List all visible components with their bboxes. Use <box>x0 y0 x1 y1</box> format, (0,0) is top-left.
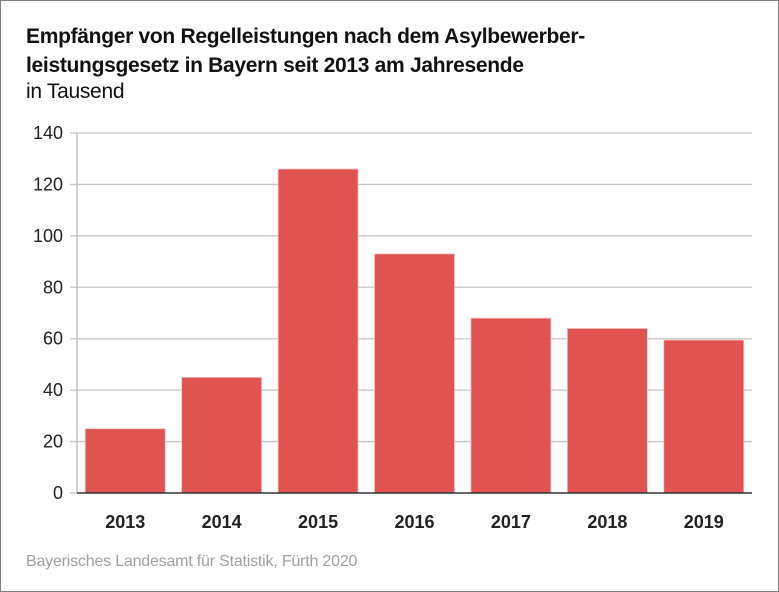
x-tick-label: 2018 <box>587 512 627 532</box>
chart-title: Empfänger von Regelleistungen nach dem A… <box>26 22 746 80</box>
y-axis-ticks: 0 20 40 60 80 100 120 140 <box>33 123 63 503</box>
chart-source: Bayerisches Landesamt für Statistik, Für… <box>26 553 358 570</box>
bar <box>470 317 552 494</box>
y-tick-label: 100 <box>33 226 63 246</box>
bars <box>84 168 745 494</box>
bar <box>374 253 455 494</box>
chart-title-line-2: leistungsgesetz in Bayern seit 2013 am J… <box>26 54 524 77</box>
bar <box>84 428 166 494</box>
bar <box>566 328 648 494</box>
y-tick-label: 0 <box>53 483 63 503</box>
x-tick-label: 2017 <box>491 512 531 532</box>
bar <box>277 168 359 494</box>
x-tick-label: 2014 <box>202 512 242 532</box>
x-tick-label: 2015 <box>298 512 338 532</box>
y-tick-label: 40 <box>43 380 63 400</box>
x-tick-label: 2016 <box>394 512 434 532</box>
x-axis-ticks: 2013 2014 2015 2016 2017 2018 2019 <box>105 512 724 532</box>
y-tick-label: 80 <box>43 277 63 297</box>
y-tick-label: 120 <box>33 174 63 194</box>
y-tick-label: 60 <box>43 329 63 349</box>
bar <box>663 339 745 494</box>
chart-title-line-1: Empfänger von Regelleistungen nach dem A… <box>26 25 585 48</box>
y-tick-label: 20 <box>43 432 63 452</box>
x-tick-label: 2013 <box>105 512 145 532</box>
axes <box>76 133 752 494</box>
y-tick-label: 140 <box>33 123 63 143</box>
chart-subtitle: in Tausend <box>26 80 125 103</box>
bar <box>181 376 263 494</box>
x-tick-label: 2019 <box>684 512 724 532</box>
